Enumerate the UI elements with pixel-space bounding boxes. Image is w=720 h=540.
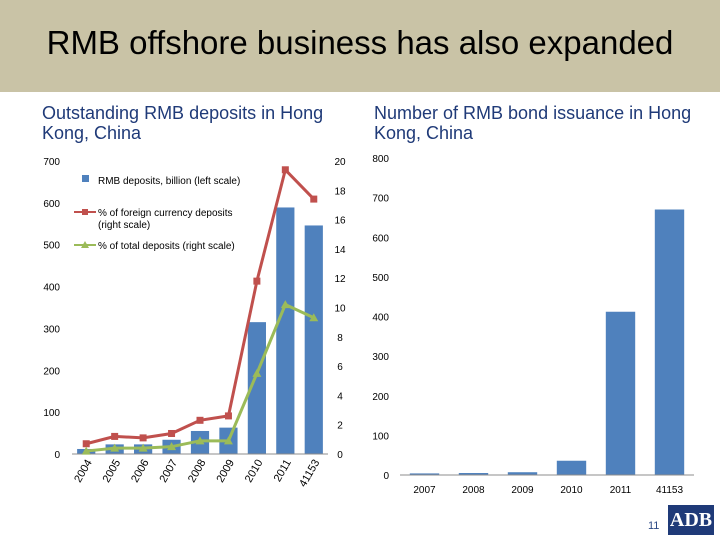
foreign-currency-share-point [139,434,147,442]
legend-foreign-marker [82,209,88,215]
left-y-tick-label: 700 [43,157,60,168]
right-x-tick-label: 2008 [462,485,485,496]
left-chart-title: Outstanding RMB deposits in Hong Kong, C… [42,103,324,143]
foreign-currency-share-point [196,416,204,424]
bond-issuance-bar [556,460,587,475]
legend-foreign-label: % of foreign currency deposits (right sca… [98,208,233,231]
total-deposits-share-point [138,443,148,452]
right-y-tick-label: 200 [372,392,389,403]
bond-issuance-bar [654,209,685,475]
foreign-currency-share-point [82,440,90,448]
left-y2-tick-label: 12 [334,274,346,285]
total-deposits-share-point [252,368,262,377]
right-chart-title: Number of RMB bond issuance in Hong Kong… [374,103,692,143]
left-x-tick-label: 2004 [72,458,95,485]
foreign-currency-share-point [168,429,176,437]
bond-issuance-bar [507,472,538,475]
foreign-currency-share-point [253,277,261,285]
bond-issuance-bar [458,473,489,475]
left-x-tick-label: 2007 [158,458,181,485]
left-x-tick-label: 2008 [186,458,209,485]
left-x-tick-label: 41153 [297,458,322,490]
left-y-tick-label: 600 [43,199,60,210]
total-deposits-share-point [223,436,233,445]
legend-total-marker [81,241,89,248]
right-x-tick-label: 2007 [413,485,436,496]
right-y-tick-label: 0 [383,471,389,482]
left-x-tick-label: 2011 [272,458,294,484]
left-y2-tick-label: 8 [337,333,343,344]
right-y-tick-label: 600 [372,233,389,244]
foreign-currency-share-point [111,432,119,440]
deposit-bar [247,322,266,454]
title-bar [0,0,720,92]
left-y2-tick-label: 14 [334,245,346,256]
total-deposits-share-point [195,436,205,445]
left-y-tick-label: 0 [54,450,60,461]
right-y-tick-label: 400 [372,313,389,324]
left-x-tick-label: 2009 [214,458,237,485]
legend-deposits-marker [82,175,89,182]
right-y-tick-label: 300 [372,352,389,363]
left-y2-tick-label: 10 [334,304,346,315]
slide-title: RMB offshore business has also expanded [46,24,674,61]
left-y2-tick-label: 4 [337,391,343,402]
right-y-tick-label: 100 [372,431,389,442]
total-deposits-share-point [167,442,177,451]
legend-total-label: % of total deposits (right scale) [98,241,235,252]
foreign-currency-share-point [224,412,232,420]
legend-deposits-label: RMB deposits, billion (left scale) [98,176,240,187]
right-y-tick-label: 800 [372,154,389,165]
left-y2-tick-label: 2 [337,421,343,432]
right-y-tick-label: 700 [372,194,389,205]
right-x-tick-label: 41153 [656,485,684,496]
left-y-tick-label: 400 [43,283,60,294]
left-y2-tick-label: 20 [334,157,346,168]
foreign-currency-share-point [310,195,318,203]
deposit-bar [304,225,323,454]
left-y-tick-label: 300 [43,324,60,335]
bond-issuance-bar [605,311,636,475]
total-deposits-share-point [280,300,290,309]
foreign-currency-share-point [281,166,289,174]
total-deposits-share-point [309,313,319,322]
left-y-tick-label: 100 [43,408,60,419]
total-deposits-share-point [81,446,91,455]
left-y2-tick-label: 0 [337,450,343,461]
left-x-tick-label: 2005 [101,458,124,485]
deposit-bar [276,207,295,454]
total-deposits-share-point [110,443,120,452]
page-number: 11 [648,520,660,532]
left-x-tick-label: 2010 [243,458,266,485]
left-y2-tick-label: 18 [334,186,346,197]
right-x-tick-label: 2011 [610,485,632,496]
right-x-tick-label: 2009 [511,485,534,496]
left-y-tick-label: 200 [43,366,60,377]
right-y-tick-label: 500 [372,273,389,284]
bond-issuance-bar [409,473,440,475]
adb-logo: ADB [668,505,714,535]
left-y-tick-label: 500 [43,241,60,252]
left-y2-tick-label: 16 [334,216,346,227]
right-x-tick-label: 2010 [560,485,583,496]
left-x-tick-label: 2006 [129,458,152,485]
left-y2-tick-label: 6 [337,362,343,373]
